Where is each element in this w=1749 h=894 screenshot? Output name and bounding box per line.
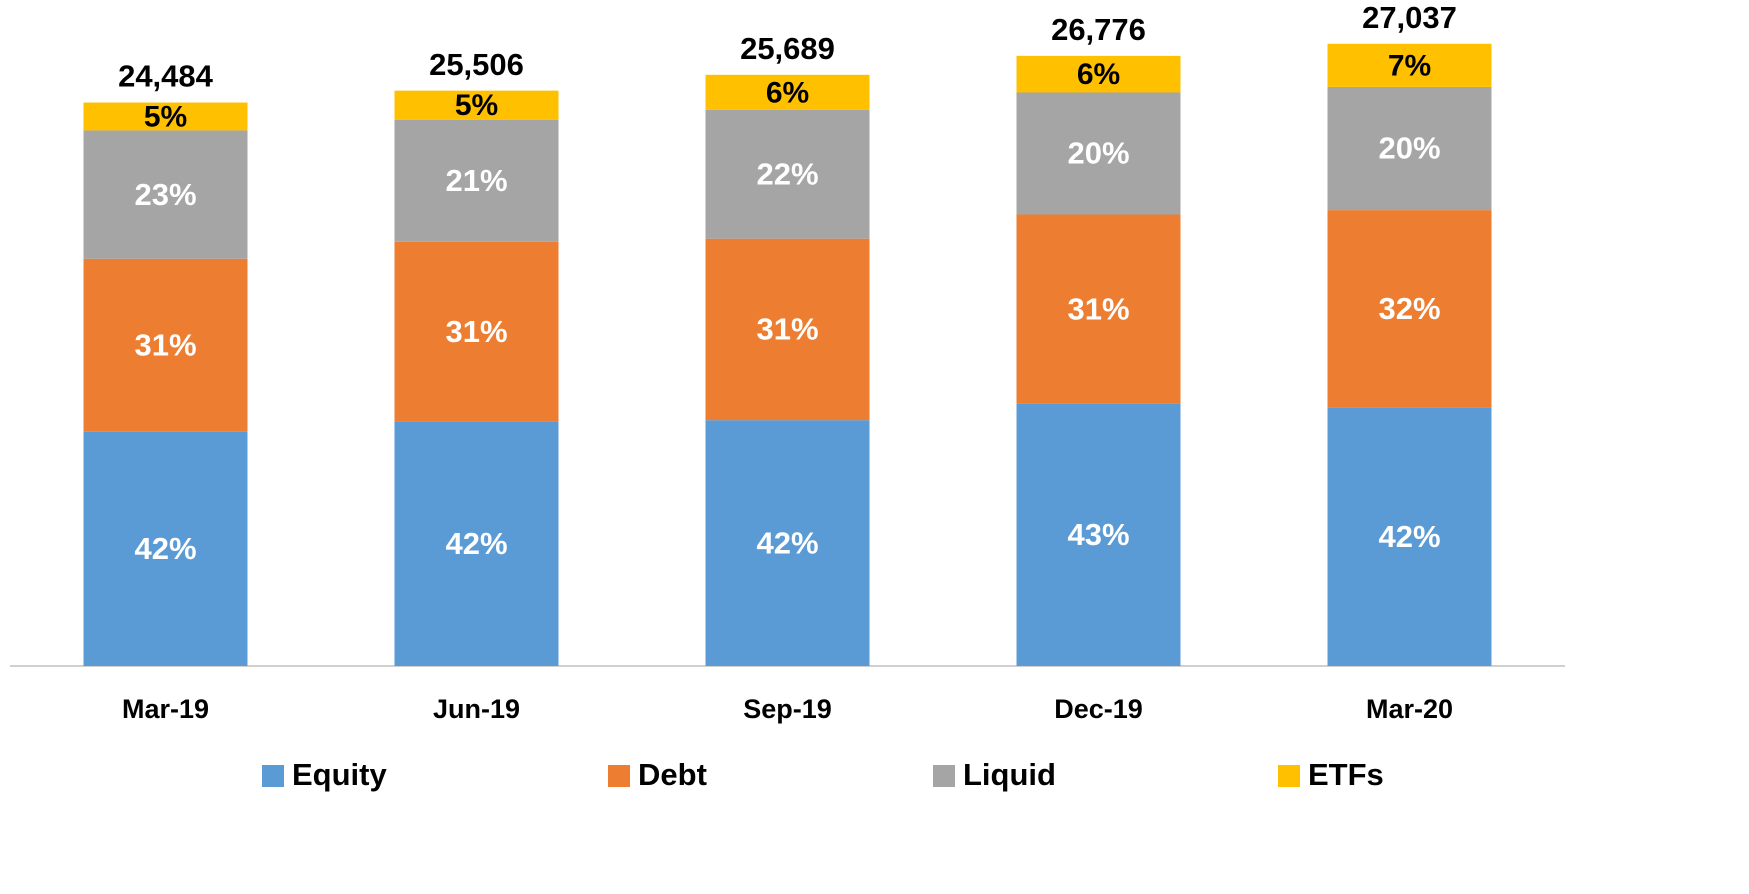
data-label: 31% [445, 314, 507, 349]
legend-swatch [608, 765, 630, 787]
data-label: 5% [144, 100, 187, 133]
bar-segment [1327, 210, 1492, 408]
data-label: 42% [1378, 519, 1440, 554]
bar-segment [83, 431, 248, 666]
bar-segment [83, 130, 248, 259]
bar-segment [705, 109, 870, 239]
bar-segment [394, 90, 559, 120]
data-label: 7% [1388, 49, 1431, 82]
bar-segment [705, 238, 870, 421]
data-label: 6% [1077, 58, 1120, 91]
data-label: 31% [756, 312, 818, 347]
data-label: 20% [1067, 136, 1129, 171]
bar-segment [1327, 43, 1492, 87]
data-label: 42% [134, 531, 196, 566]
data-label: 5% [455, 89, 498, 122]
data-label: 22% [756, 157, 818, 192]
total-label: 27,037 [1362, 0, 1457, 35]
total-label: 25,506 [429, 47, 524, 82]
bar-segment [1016, 403, 1181, 666]
data-label: 6% [766, 76, 809, 109]
x-tick-label: Mar-20 [1366, 694, 1453, 724]
bar-segment [1327, 86, 1492, 211]
legend-swatch [933, 765, 955, 787]
bar-segment [394, 421, 559, 666]
legend-swatch [262, 765, 284, 787]
data-label: 23% [134, 177, 196, 212]
bar-segment [705, 420, 870, 666]
data-label: 42% [445, 526, 507, 561]
bar-segment [83, 102, 248, 131]
bar-segment [1327, 407, 1492, 666]
bar-segment [394, 119, 559, 242]
bar-segment [83, 258, 248, 432]
data-label: 31% [1067, 291, 1129, 326]
bar-segment [1016, 55, 1181, 93]
x-tick-label: Dec-19 [1054, 694, 1143, 724]
data-label: 42% [756, 525, 818, 560]
x-tick-label: Jun-19 [433, 694, 520, 724]
total-label: 25,689 [740, 31, 835, 66]
legend-swatch [1278, 765, 1300, 787]
legend-label: Equity [292, 757, 387, 792]
total-label: 24,484 [118, 59, 214, 94]
bar-segment [394, 241, 559, 422]
legend-label: Liquid [963, 757, 1056, 792]
data-label: 31% [134, 327, 196, 362]
data-label: 43% [1067, 517, 1129, 552]
data-label: 21% [445, 163, 507, 198]
data-label: 20% [1378, 131, 1440, 166]
legend-label: ETFs [1308, 757, 1384, 792]
bar-segment [1016, 214, 1181, 404]
x-tick-label: Sep-19 [743, 694, 832, 724]
total-label: 26,776 [1051, 12, 1146, 47]
data-label: 32% [1378, 291, 1440, 326]
x-tick-label: Mar-19 [122, 694, 209, 724]
legend-label: Debt [638, 757, 707, 792]
bar-segment [1016, 92, 1181, 215]
bar-segment [705, 74, 870, 110]
